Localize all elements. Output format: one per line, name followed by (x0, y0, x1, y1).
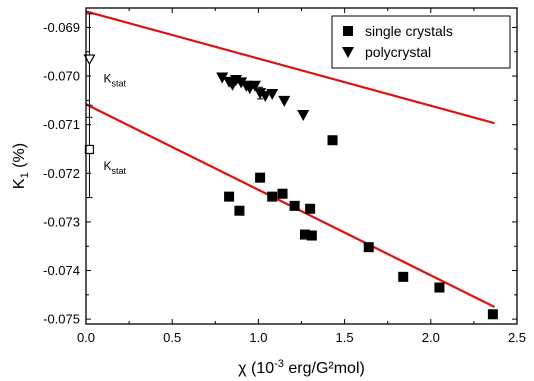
data-point (299, 229, 310, 240)
legend-box (331, 15, 511, 69)
y-tick-label: -0.070 (43, 69, 80, 84)
axis-ticks: 0.0 0.5 1.0 1.5 2.0 2.5 -0.069 -0.070 -0.071 -0.0… (43, 8, 526, 345)
y-axis-title-suffix: (%) (11, 143, 28, 172)
data-point (297, 109, 310, 121)
legend-marker (342, 47, 354, 58)
kstat-label: Kstat (103, 71, 126, 88)
data-point (278, 95, 291, 107)
kstat-label-sub: stat (111, 166, 126, 176)
data-points (216, 72, 498, 320)
y-tick-label: -0.075 (43, 312, 80, 327)
data-point (235, 77, 248, 89)
legend-marker (343, 26, 353, 36)
plot-frame (85, 7, 518, 325)
data-point (487, 309, 498, 320)
y-tick-label: -0.069 (43, 20, 80, 35)
data-point (398, 271, 409, 282)
data-point (327, 135, 338, 146)
y-tick-label: -0.074 (43, 263, 80, 278)
y-axis-title-subscript: 1 (19, 172, 31, 178)
data-point (234, 205, 245, 216)
data-point (248, 80, 261, 92)
x-tick-label: 0.0 (77, 330, 95, 345)
kstat-label: Kstat (103, 159, 126, 176)
data-point (305, 203, 316, 214)
data-point (289, 200, 300, 211)
fit-line (85, 10, 495, 125)
y-axis-title: K1 (%) (11, 143, 31, 189)
data-point (255, 172, 266, 183)
data-point (363, 242, 374, 253)
x-tick-label: 1.5 (336, 330, 354, 345)
data-point (306, 230, 317, 241)
data-point (216, 72, 229, 84)
x-axis-title: χ (10-3 erg/G²mol) (238, 358, 365, 377)
y-tick-label: -0.071 (43, 117, 80, 132)
x-axis-title-suffix: erg/G²mol) (284, 360, 365, 377)
data-point (277, 188, 288, 199)
x-axis-title-prefix: χ (10 (238, 360, 274, 377)
data-point (434, 282, 445, 293)
legend-label: polycrystal (365, 44, 431, 60)
kstat-marker (83, 54, 96, 66)
y-tick-label: -0.073 (43, 214, 80, 229)
x-axis-title-exponent: -3 (274, 358, 284, 370)
data-point (254, 88, 267, 100)
x-tick-label: 2.0 (422, 330, 440, 345)
y-tick-label: -0.072 (43, 166, 80, 181)
x-tick-label: 0.5 (163, 330, 181, 345)
kstat-label-main: K (103, 159, 111, 173)
kstat-label-sub: stat (111, 78, 126, 88)
data-point (224, 191, 235, 202)
kstat-label-main: K (103, 71, 111, 85)
data-point (267, 191, 278, 202)
data-point (266, 89, 279, 101)
x-tick-label: 1.0 (249, 330, 267, 345)
data-point (259, 90, 272, 102)
x-tick-label: 2.5 (508, 330, 526, 345)
legend: single crystals polycrystal (331, 15, 511, 69)
y-axis-title-prefix: K (11, 178, 28, 189)
legend-label: single crystals (365, 23, 453, 39)
